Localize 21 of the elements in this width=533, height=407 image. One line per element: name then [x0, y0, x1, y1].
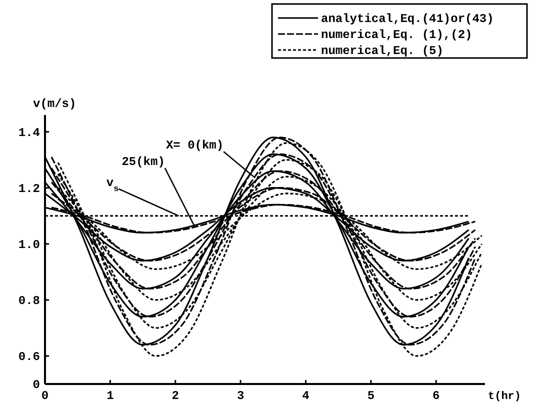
y-tick-label: 1.0 [18, 238, 40, 252]
legend-label: numerical,Eq. (1),(2) [321, 28, 472, 42]
x-tick-label: 3 [236, 389, 244, 403]
y-tick-label: 1.4 [18, 126, 40, 140]
y-tick-label: 0 [32, 378, 40, 392]
annotation: X= 0(km) [166, 138, 224, 153]
x-tick-label: 2 [172, 389, 179, 403]
y-axis-title: v(m/s) [33, 97, 76, 111]
legend-label: numerical,Eq. (5) [321, 44, 444, 58]
x-tick-label: 6 [432, 389, 440, 403]
annotation: 25(km) [122, 155, 165, 170]
annotation: v$_{s}$ [106, 176, 119, 194]
y-tick-label: 1.2 [18, 182, 40, 196]
x-tick-label: 4 [302, 389, 310, 403]
x-tick-label: 5 [367, 389, 375, 403]
x-tick-label: 1 [106, 389, 114, 403]
y-tick-label: 0.8 [18, 294, 40, 308]
legend-label: analytical,Eq.(41)or(43) [321, 12, 494, 26]
x-axis-title: t(hr) [488, 391, 522, 403]
x-tick-label: 0 [41, 389, 49, 403]
y-tick-label: 0.6 [18, 350, 40, 364]
